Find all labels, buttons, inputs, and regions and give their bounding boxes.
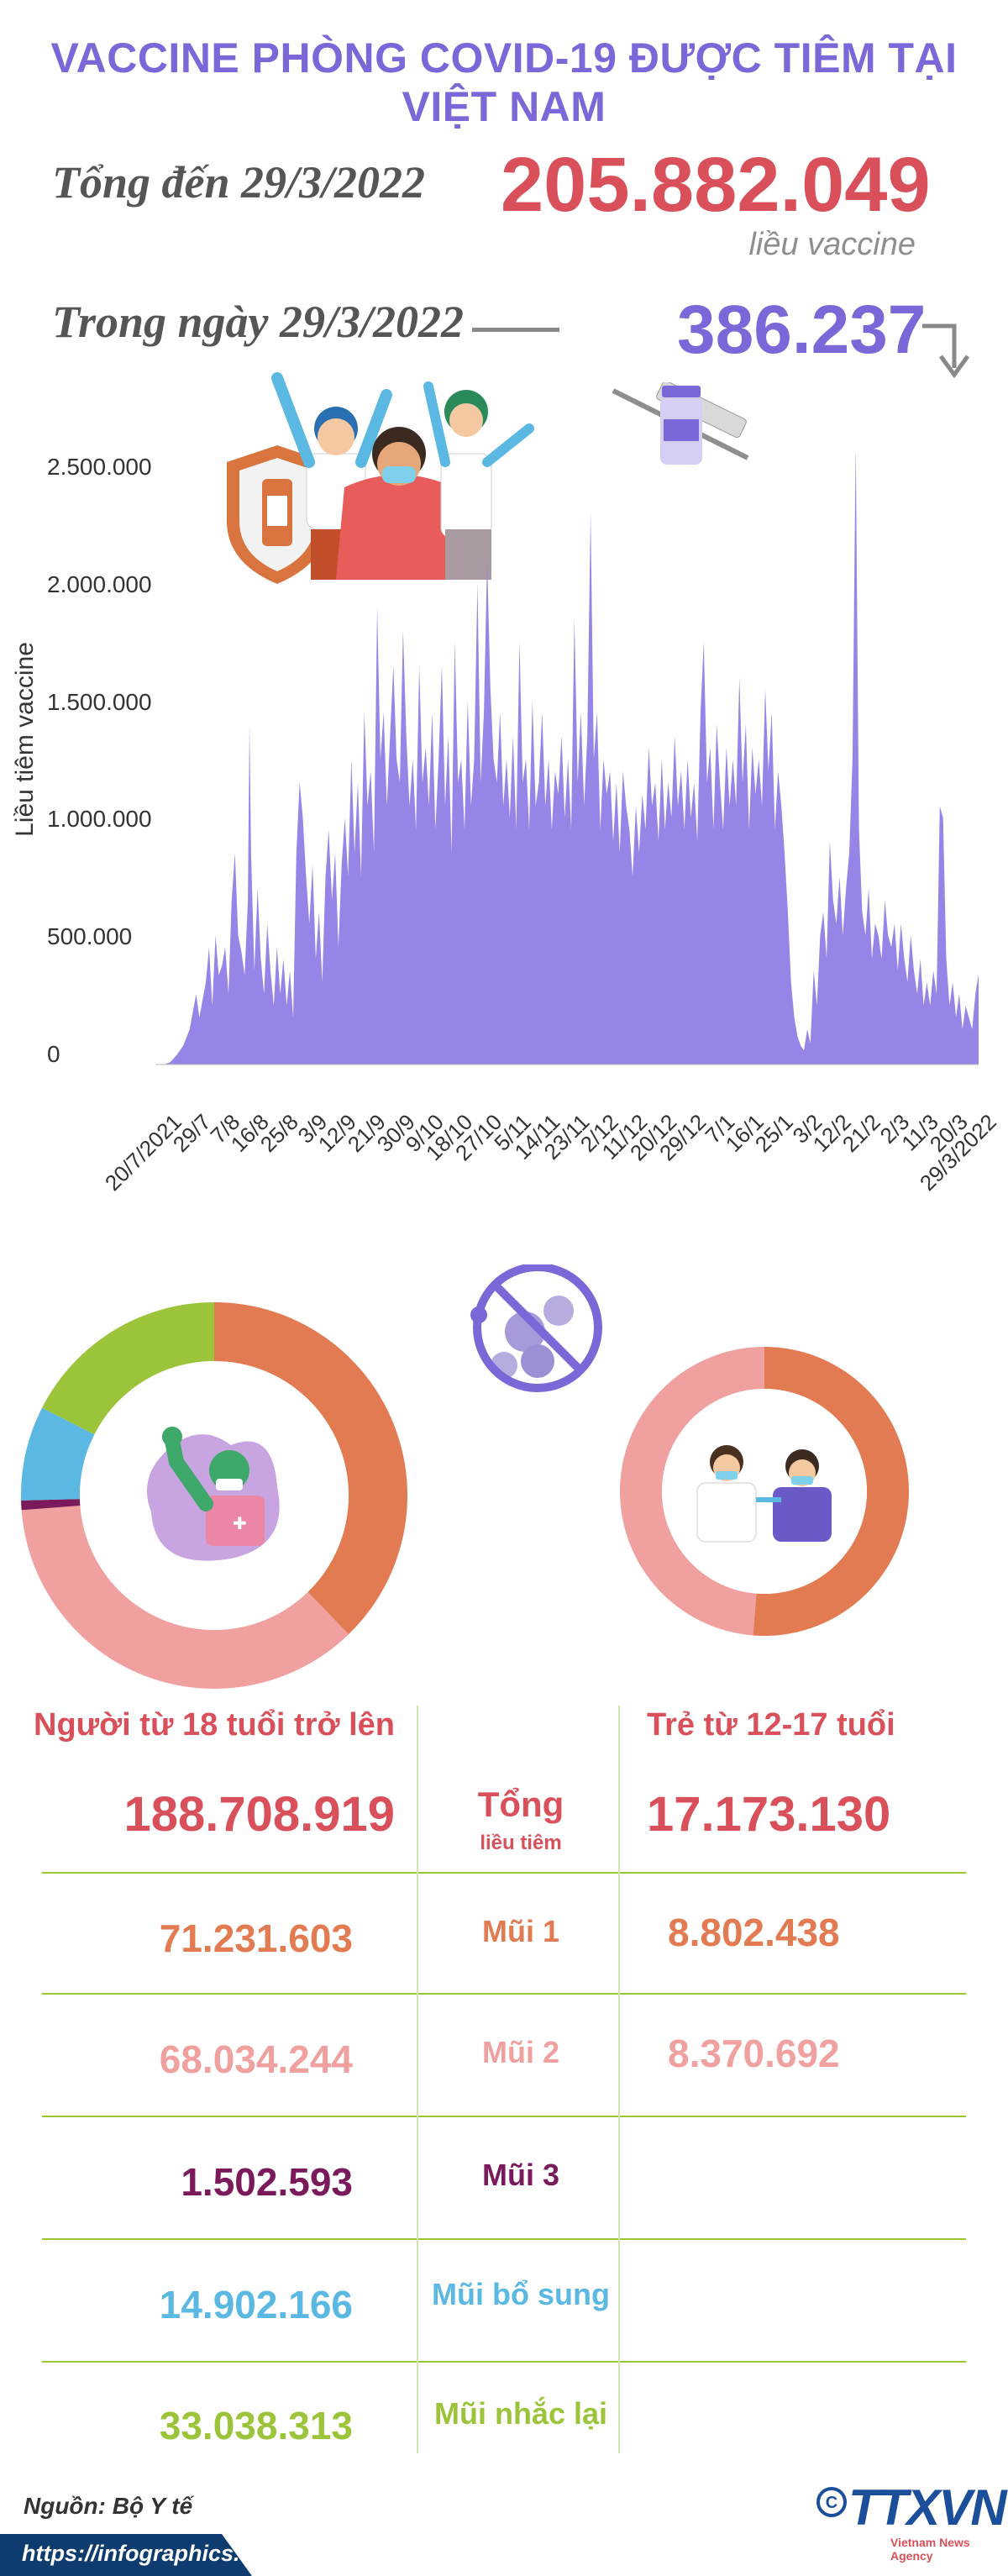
col-header-adults: Người từ 18 tuổi trở lên [34, 1707, 395, 1743]
total-row-sublabel: liều tiêm [480, 1832, 562, 1854]
table-rule [618, 1706, 620, 2453]
table-rule [42, 1872, 966, 1874]
url-banner [0, 2534, 252, 2576]
kids-donut-chart [619, 1347, 909, 1636]
y-tick-label: 2.000.000 [47, 570, 152, 597]
row-label-bosung: Mũi bổ sung [432, 2277, 610, 2311]
page-title: VACCINE PHÒNG COVID-19 ĐƯỢC TIÊM TẠI VIỆ… [50, 34, 958, 130]
adults-mui3: 1.502.593 [181, 2160, 353, 2204]
donut-segment-mui1 [214, 1302, 407, 1635]
day-label: Trong ngày 29/3/2022 [52, 297, 465, 347]
adults-bosung: 14.902.166 [159, 2283, 353, 2326]
donut-segment-mui1 [753, 1347, 909, 1636]
adults-total: 188.708.919 [123, 1787, 395, 1842]
col-header-kids: Trẻ từ 12-17 tuổi [647, 1707, 895, 1743]
y-tick-label: 2.500.000 [47, 453, 152, 480]
vaccinated-person-icon: ✚ [147, 1427, 280, 1561]
y-tick-label: 1.000.000 [47, 806, 152, 833]
adults-mui1: 71.231.603 [159, 1916, 353, 1960]
day-value: 386.237 [677, 292, 927, 368]
kids-mui2: 8.370.692 [668, 2032, 840, 2075]
copyright-icon: C [816, 2487, 847, 2517]
x-tick-label: 20/7/2021 [100, 1109, 187, 1196]
kids-donut-segments [619, 1347, 909, 1636]
person-right-icon [423, 381, 534, 580]
arrow-down-icon [922, 323, 970, 379]
daily-doses-area-chart [155, 454, 979, 1065]
virus-prohibited-icon [470, 1264, 602, 1392]
donut-segment-bosung [21, 1407, 95, 1501]
daily-doses-area [164, 454, 979, 1065]
table-rule [42, 2116, 966, 2117]
adults-nhaclai: 33.038.313 [159, 2404, 353, 2447]
url-link[interactable]: https://infographics.vn [22, 2541, 267, 2566]
y-tick-label: 0 [47, 1041, 60, 1067]
adults-donut-chart: ✚ [21, 1302, 407, 1689]
total-row-label: Tổng [477, 1785, 564, 1824]
y-tick-label: 500.000 [47, 923, 133, 950]
row-label-mui1: Mũi 1 [481, 1914, 559, 1948]
people-celebrating-illustration [227, 372, 534, 584]
table-rule [42, 2361, 966, 2363]
shield-icon [227, 445, 328, 584]
table-rule [42, 2238, 966, 2240]
total-label: Tổng đến 29/3/2022 [52, 157, 426, 208]
table-rule [42, 1993, 966, 1995]
source-note: Nguồn: Bộ Y tế [24, 2493, 193, 2519]
kids-mui1: 8.802.438 [668, 1911, 840, 1954]
adults-mui2: 68.034.244 [159, 2037, 353, 2081]
donut-segment-mui2 [21, 1506, 349, 1689]
donut-segment-mui2 [619, 1347, 764, 1636]
donut-segment-mui3 [21, 1499, 81, 1511]
y-axis-label: Liều tiêm vaccine [11, 642, 39, 837]
y-tick-label: 1.500.000 [47, 688, 152, 715]
vaccine-vial-syringe-icon [612, 382, 749, 465]
donut-segment-nhaclai [42, 1302, 214, 1435]
row-label-mui2: Mũi 2 [481, 2035, 559, 2069]
person-center-icon [336, 427, 462, 580]
kids-total: 17.173.130 [647, 1787, 891, 1842]
day-connector-line [472, 328, 559, 332]
child-vaccination-icon [696, 1445, 832, 1543]
svg-text:✚: ✚ [233, 1513, 247, 1533]
row-label-mui3: Mũi 3 [481, 2158, 559, 2192]
svg-text:C: C [826, 2494, 837, 2512]
row-label-nhaclai: Mũi nhắc lại [433, 2396, 608, 2431]
adults-donut-segments [21, 1302, 407, 1689]
table-rule [417, 1706, 418, 2453]
ttxvn-logo-subtitle: Vietnam News Agency [890, 2536, 970, 2563]
total-value: 205.882.049 [501, 142, 931, 228]
total-unit: liều vaccine [748, 227, 916, 262]
ttxvn-logo: TTXVN [848, 2479, 1007, 2536]
